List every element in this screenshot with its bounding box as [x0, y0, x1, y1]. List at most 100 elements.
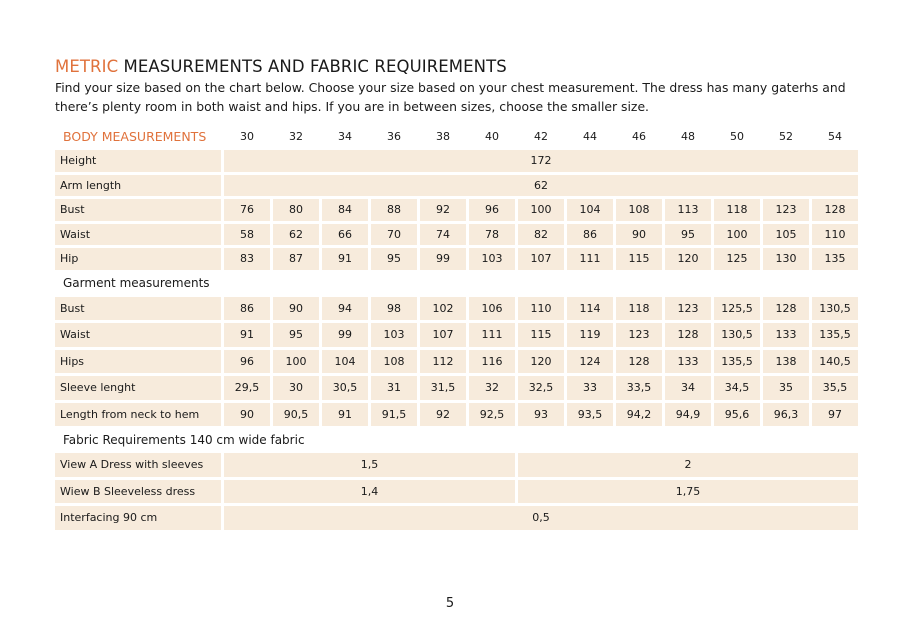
- table-row: Bust 86 90 94 98 102 106 110 114 118 123 125,5 128 13…: [55, 296, 858, 320]
- row-label: Wiew B Sleeveless dress: [55, 479, 221, 503]
- table-cell: 90: [224, 402, 270, 426]
- size-header-cell: 46: [632, 130, 646, 143]
- size-header-cell: 36: [387, 130, 401, 143]
- table-cell: 119: [567, 323, 613, 347]
- table-cell: 78: [469, 223, 515, 245]
- table-cell: 34: [665, 376, 711, 400]
- table-cell: 115: [616, 248, 662, 270]
- interfacing-value: 0,5: [224, 506, 858, 530]
- row-label: Waist: [55, 323, 221, 347]
- table-cell: 123: [616, 323, 662, 347]
- table-cell: 95: [371, 248, 417, 270]
- fabric-heading: Fabric Requirements 140 cm wide fabric: [63, 432, 305, 447]
- table-cell: 88: [371, 199, 417, 221]
- size-header-cell: 52: [779, 130, 793, 143]
- table-cell: 108: [371, 349, 417, 373]
- row-label: Hip: [55, 248, 221, 270]
- table-cell: 133: [665, 349, 711, 373]
- table-cell: 107: [420, 323, 466, 347]
- table-cell: 66: [322, 223, 368, 245]
- table-cell: 100: [714, 223, 760, 245]
- table-cell: 96: [224, 349, 270, 373]
- table-cell: 130: [763, 248, 809, 270]
- table-row: Hips 96 100 104 108 112 116 120 124 128 133 135,5 13…: [55, 349, 858, 373]
- table-cell: 83: [224, 248, 270, 270]
- body-measurements-heading: BODY MEASUREMENTS: [63, 129, 207, 144]
- row-label: Height: [55, 150, 221, 172]
- table-cell: 95,6: [714, 402, 760, 426]
- garment-heading: Garment measurements: [63, 276, 210, 290]
- table-cell: 133: [763, 323, 809, 347]
- table-cell: 108: [616, 199, 662, 221]
- table-row: Waist 91 95 99 103 107 111 115 119 123 128 130,5 133…: [55, 323, 858, 347]
- table-cell: 58: [224, 223, 270, 245]
- table-cell: 91: [322, 402, 368, 426]
- view-b-small-sizes: 1,4: [224, 479, 515, 503]
- table-cell: 76: [224, 199, 270, 221]
- table-cell: 91,5: [371, 402, 417, 426]
- table-cell: 91: [224, 323, 270, 347]
- interfacing-row: Interfacing 90 cm 0,5: [55, 506, 858, 530]
- table-cell: 100: [273, 349, 319, 373]
- table-cell: 87: [273, 248, 319, 270]
- table-cell: 123: [665, 296, 711, 320]
- row-label: View A Dress with sleeves: [55, 453, 221, 477]
- size-header-cell: 38: [436, 130, 450, 143]
- table-cell: 135,5: [812, 323, 858, 347]
- table-cell: 94,2: [616, 402, 662, 426]
- table-cell: 123: [763, 199, 809, 221]
- table-cell: 104: [567, 199, 613, 221]
- table-cell: 140,5: [812, 349, 858, 373]
- table-cell: 99: [420, 248, 466, 270]
- table-cell: 100: [518, 199, 564, 221]
- table-cell: 96: [469, 199, 515, 221]
- table-cell: 92: [420, 402, 466, 426]
- table-row: Hip 83 87 91 95 99 103 107 111 115 120 125 130 135: [55, 248, 858, 270]
- table-cell: 32,5: [518, 376, 564, 400]
- table-cell: 32: [469, 376, 515, 400]
- table-cell: 112: [420, 349, 466, 373]
- table-cell: 120: [665, 248, 711, 270]
- table-cell: 104: [322, 349, 368, 373]
- table-cell: 128: [763, 296, 809, 320]
- height-value: 172: [224, 150, 858, 172]
- table-cell: 106: [469, 296, 515, 320]
- table-cell: 35,5: [812, 376, 858, 400]
- table-cell: 31: [371, 376, 417, 400]
- table-cell: 99: [322, 323, 368, 347]
- table-cell: 135,5: [714, 349, 760, 373]
- table-cell: 35: [763, 376, 809, 400]
- row-label: Interfacing 90 cm: [55, 506, 221, 530]
- table-cell: 70: [371, 223, 417, 245]
- table-cell: 125,5: [714, 296, 760, 320]
- table-cell: 62: [273, 223, 319, 245]
- table-cell: 34,5: [714, 376, 760, 400]
- size-header-cell: 30: [240, 130, 254, 143]
- table-cell: 118: [714, 199, 760, 221]
- measurements-table: BODY MEASUREMENTS 30 32 34 36 38 40 42 44 46 48 50…: [52, 123, 861, 533]
- table-cell: 93,5: [567, 402, 613, 426]
- row-label: Hips: [55, 349, 221, 373]
- table-cell: 103: [371, 323, 417, 347]
- table-cell: 92: [420, 199, 466, 221]
- table-cell: 113: [665, 199, 711, 221]
- table-cell: 114: [567, 296, 613, 320]
- table-cell: 30,5: [322, 376, 368, 400]
- table-cell: 33: [567, 376, 613, 400]
- size-header-cell: 40: [485, 130, 499, 143]
- table-cell: 138: [763, 349, 809, 373]
- table-cell: 130,5: [714, 323, 760, 347]
- table-cell: 111: [567, 248, 613, 270]
- table-cell: 116: [469, 349, 515, 373]
- table-cell: 115: [518, 323, 564, 347]
- table-cell: 33,5: [616, 376, 662, 400]
- title-rest: MEASUREMENTS AND FABRIC REQUIREMENTS: [118, 57, 507, 76]
- table-cell: 105: [763, 223, 809, 245]
- table-row: Bust 76 80 84 88 92 96 100 104 108 113 118 123 128: [55, 199, 858, 221]
- table-cell: 110: [518, 296, 564, 320]
- table-cell: 94,9: [665, 402, 711, 426]
- table-row: Waist 58 62 66 70 74 78 82 86 90 95 100 105 110: [55, 223, 858, 245]
- table-cell: 118: [616, 296, 662, 320]
- table-cell: 86: [224, 296, 270, 320]
- table-cell: 128: [812, 199, 858, 221]
